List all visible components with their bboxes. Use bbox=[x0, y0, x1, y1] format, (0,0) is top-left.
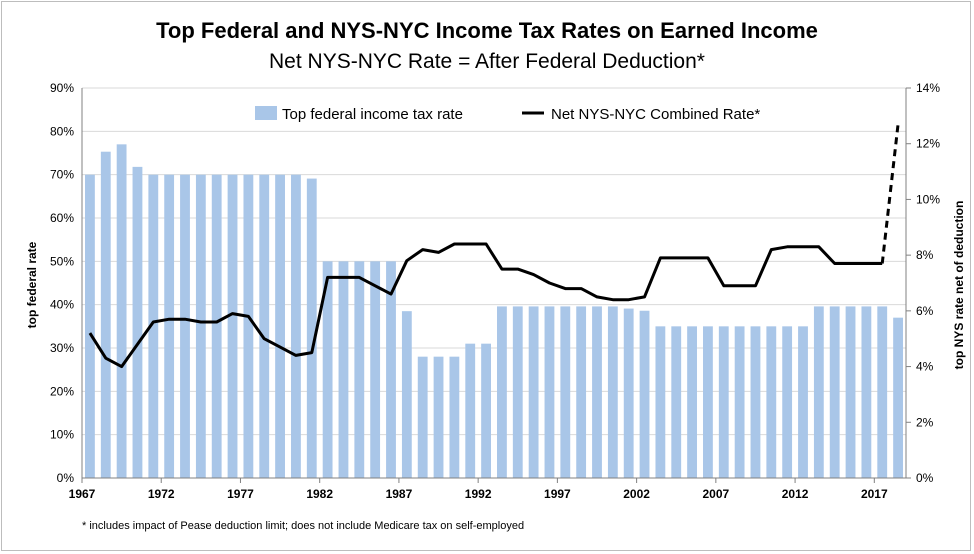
bar bbox=[449, 356, 460, 478]
bar bbox=[148, 174, 159, 478]
bar bbox=[211, 174, 222, 478]
bar bbox=[306, 178, 317, 479]
y-left-tick-label: 90% bbox=[50, 81, 74, 95]
y-left-tick-label: 10% bbox=[50, 428, 74, 442]
bar bbox=[401, 311, 412, 478]
bar bbox=[560, 306, 571, 478]
y-right-tick-label: 0% bbox=[916, 471, 934, 485]
bar bbox=[718, 326, 729, 478]
x-tick-label: 2007 bbox=[702, 487, 729, 501]
bar bbox=[893, 317, 903, 478]
x-tick-label: 2002 bbox=[623, 487, 650, 501]
bar bbox=[782, 326, 793, 478]
bar bbox=[132, 166, 143, 478]
x-tick-label: 1987 bbox=[386, 487, 413, 501]
bar bbox=[861, 306, 872, 478]
bar bbox=[623, 308, 634, 478]
bar bbox=[85, 174, 95, 478]
bar bbox=[497, 306, 507, 478]
chart-title: Top Federal and NYS-NYC Income Tax Rates… bbox=[156, 18, 818, 43]
y-right-tick-label: 6% bbox=[916, 304, 934, 318]
projected-rate-line bbox=[880, 124, 900, 264]
bar bbox=[465, 343, 476, 478]
y-axis-right-title: top NYS rate net of deduction bbox=[952, 201, 966, 370]
x-tick-label: 1997 bbox=[544, 487, 571, 501]
bar bbox=[417, 356, 428, 478]
y-right-tick-label: 2% bbox=[916, 415, 934, 429]
bar bbox=[275, 174, 285, 478]
footnote: * includes impact of Pease deduction lim… bbox=[82, 520, 524, 532]
y-left-tick-label: 40% bbox=[50, 298, 74, 312]
bar bbox=[100, 151, 111, 478]
bar bbox=[195, 174, 206, 478]
bar bbox=[607, 306, 618, 478]
x-tick-label: 1982 bbox=[306, 487, 333, 501]
legend-label-line: Net NYS-NYC Combined Rate* bbox=[551, 106, 760, 123]
bar bbox=[766, 326, 777, 478]
bar bbox=[798, 326, 808, 478]
legend-label-bars: Top federal income tax rate bbox=[282, 106, 463, 123]
y-right-tick-label: 12% bbox=[916, 137, 940, 151]
x-tick-label: 1967 bbox=[69, 487, 96, 501]
bar bbox=[386, 261, 396, 478]
bar bbox=[433, 356, 444, 478]
bar bbox=[322, 261, 333, 478]
legend-swatch-bars bbox=[255, 106, 277, 120]
bar bbox=[845, 306, 856, 478]
bar-series bbox=[85, 144, 903, 479]
y-left-tick-label: 30% bbox=[50, 341, 74, 355]
bar bbox=[512, 306, 523, 478]
bar bbox=[592, 306, 602, 478]
bar bbox=[259, 174, 270, 478]
bar bbox=[354, 261, 365, 478]
bar bbox=[481, 343, 491, 478]
y-left-tick-label: 80% bbox=[50, 124, 74, 138]
bar bbox=[291, 174, 301, 478]
bar bbox=[164, 174, 175, 478]
combined-rate-line bbox=[88, 242, 883, 369]
bar bbox=[687, 326, 697, 478]
x-tick-label: 1977 bbox=[227, 487, 254, 501]
y-right-tick-label: 14% bbox=[916, 81, 940, 95]
bar bbox=[227, 174, 238, 478]
x-tick-label: 1992 bbox=[465, 487, 492, 501]
y-right-tick-label: 10% bbox=[916, 192, 940, 206]
chart-subtitle: Net NYS-NYC Rate = After Federal Deducti… bbox=[269, 50, 705, 73]
bar bbox=[116, 144, 127, 479]
bar bbox=[639, 310, 650, 478]
bar bbox=[734, 326, 745, 478]
x-tick-label: 2017 bbox=[861, 487, 888, 501]
bar bbox=[813, 306, 824, 478]
bar bbox=[544, 306, 555, 478]
x-tick-label: 1972 bbox=[148, 487, 175, 501]
bar bbox=[703, 326, 713, 478]
bar bbox=[750, 326, 761, 478]
y-right-tick-label: 4% bbox=[916, 360, 934, 374]
y-right-tick-label: 8% bbox=[916, 248, 934, 262]
bar bbox=[528, 306, 539, 478]
bar bbox=[877, 306, 888, 478]
y-left-tick-label: 60% bbox=[50, 211, 74, 225]
y-left-tick-label: 70% bbox=[50, 168, 74, 182]
y-axis-left-title: top federal rate bbox=[25, 241, 39, 328]
bar bbox=[243, 174, 254, 478]
bar bbox=[180, 174, 190, 478]
axes: 0% 10% 20% 30% 40% 50% 60% 70% 80% 90% 0% 2% 4% 6% 8% 1… bbox=[50, 81, 940, 501]
bar bbox=[338, 261, 349, 478]
bar bbox=[671, 326, 682, 478]
x-tick-label: 2012 bbox=[782, 487, 809, 501]
bar bbox=[829, 306, 840, 478]
bar bbox=[576, 306, 587, 478]
y-left-tick-label: 20% bbox=[50, 384, 74, 398]
y-left-tick-label: 0% bbox=[57, 471, 75, 485]
bar bbox=[370, 261, 381, 478]
line-series bbox=[88, 124, 900, 369]
bar bbox=[655, 326, 666, 478]
y-left-tick-label: 50% bbox=[50, 254, 74, 268]
